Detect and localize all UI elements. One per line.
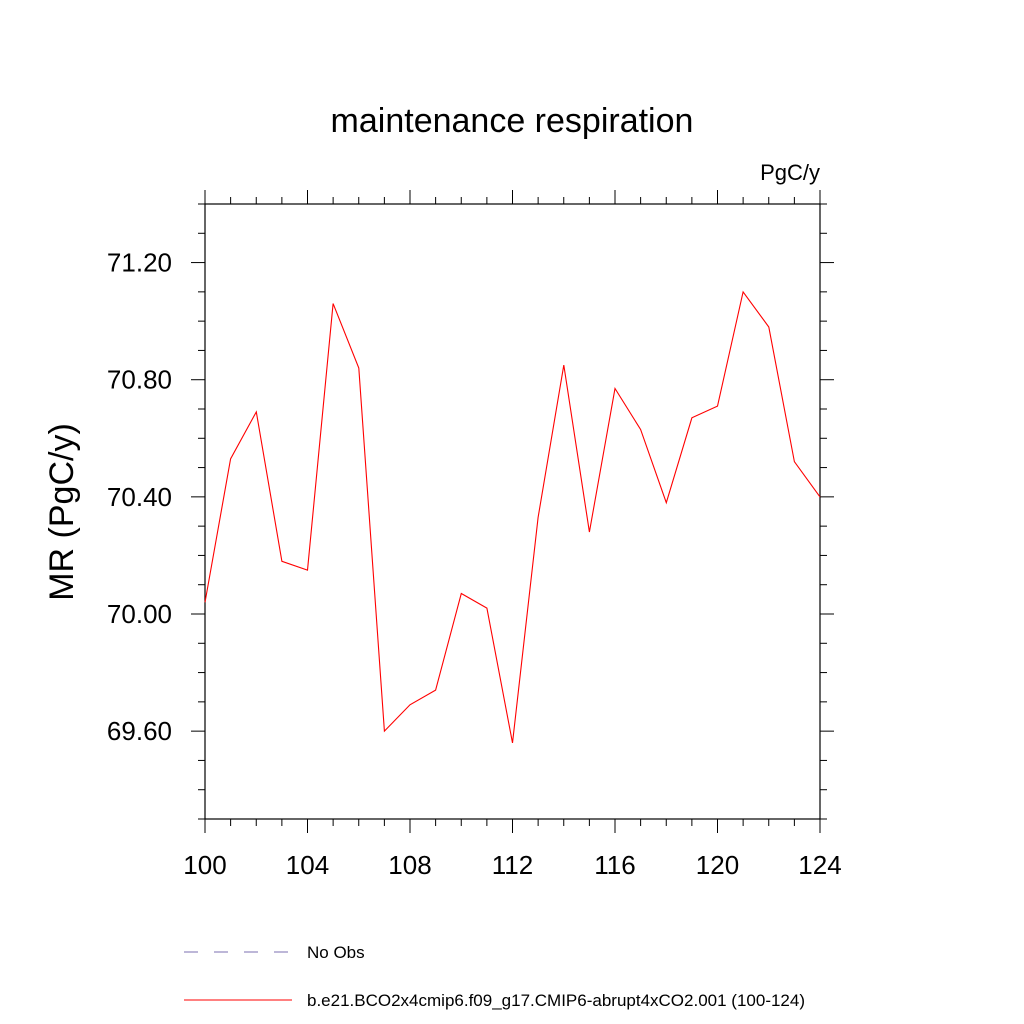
x-axis-tick-labels: 100 104 108 112 116 120 124	[183, 850, 841, 880]
y-axis-label: MR (PgC/y)	[43, 423, 81, 601]
y-tick-label: 71.20	[107, 248, 172, 278]
x-tick-label: 108	[388, 850, 431, 880]
x-tick-label: 120	[696, 850, 739, 880]
x-tick-label: 100	[183, 850, 226, 880]
legend-label: b.e21.BCO2x4cmip6.f09_g17.CMIP6-abrupt4x…	[307, 991, 805, 1010]
chart-title: maintenance respiration	[331, 102, 694, 140]
series-line	[204, 290, 821, 744]
y-axis-tick-labels: 69.60 70.00 70.40 70.80 71.20	[107, 248, 172, 747]
plot-frame	[204, 203, 821, 820]
x-tick-label: 116	[594, 850, 635, 880]
legend-label: No Obs	[307, 943, 365, 962]
x-tick-label: 112	[492, 850, 533, 880]
units-label: PgC/y	[760, 160, 820, 185]
x-tick-label: 104	[286, 850, 329, 880]
x-axis-ticks	[204, 190, 821, 833]
y-tick-label: 70.80	[107, 365, 172, 395]
series-layer	[204, 290, 821, 744]
y-axis-ticks	[191, 203, 834, 820]
y-tick-label: 70.00	[107, 599, 172, 629]
y-tick-label: 69.60	[107, 716, 172, 746]
y-tick-label: 70.40	[107, 482, 172, 512]
legend: No Obs b.e21.BCO2x4cmip6.f09_g17.CMIP6-ab…	[184, 943, 805, 1010]
x-tick-label: 124	[798, 850, 841, 880]
